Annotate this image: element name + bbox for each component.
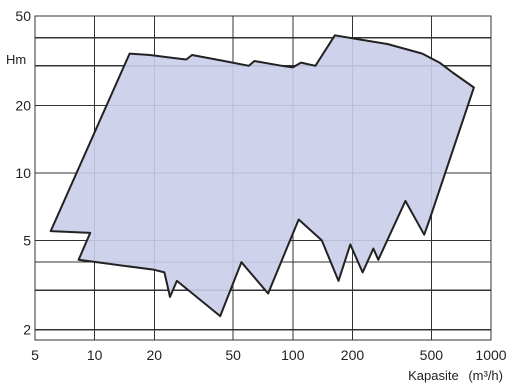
plot-frame	[34, 15, 492, 341]
y-axis-label: Hm	[6, 52, 26, 67]
x-axis-label-text: Kapasite	[408, 368, 459, 383]
x-tick-label-20: 20	[147, 347, 163, 363]
x-tick-label-200: 200	[341, 347, 365, 363]
x-tick-label-5: 5	[31, 347, 39, 363]
x-tick-label-1000: 1000	[475, 347, 506, 363]
x-tick-label-10: 10	[87, 347, 103, 363]
y-tick-label-5: 5	[23, 232, 31, 248]
x-tick-label-500: 500	[420, 347, 444, 363]
y-tick-label-20: 20	[15, 97, 31, 113]
x-axis-label: Kapasite (m³/h)	[408, 368, 503, 383]
y-tick-label-10: 10	[15, 165, 31, 181]
y-tick-label-2: 2	[23, 322, 31, 338]
x-tick-label-50: 50	[225, 347, 241, 363]
y-tick-label-50: 50	[15, 8, 31, 24]
x-axis-unit: (m³/h)	[468, 368, 503, 383]
x-tick-label-100: 100	[281, 347, 305, 363]
performance-area	[49, 34, 475, 318]
